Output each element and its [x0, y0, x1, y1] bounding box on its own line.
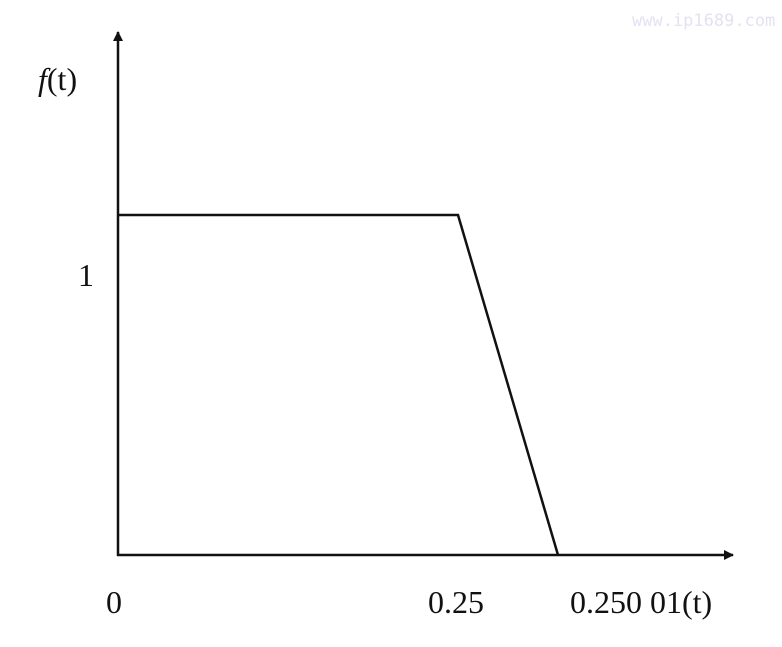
y-axis-label-t: (t) [47, 61, 77, 97]
y-tick-label: 1 [78, 257, 94, 293]
x-tick-label-1: 0.25 [428, 584, 484, 620]
x-tick-label-0: 0 [106, 584, 122, 620]
y-axis-label: f(t) [38, 61, 77, 97]
series-line [118, 213, 560, 556]
watermark: www.ip1689.com [632, 11, 775, 31]
x-tick-label-2: 0.250 01(t) [570, 584, 712, 620]
